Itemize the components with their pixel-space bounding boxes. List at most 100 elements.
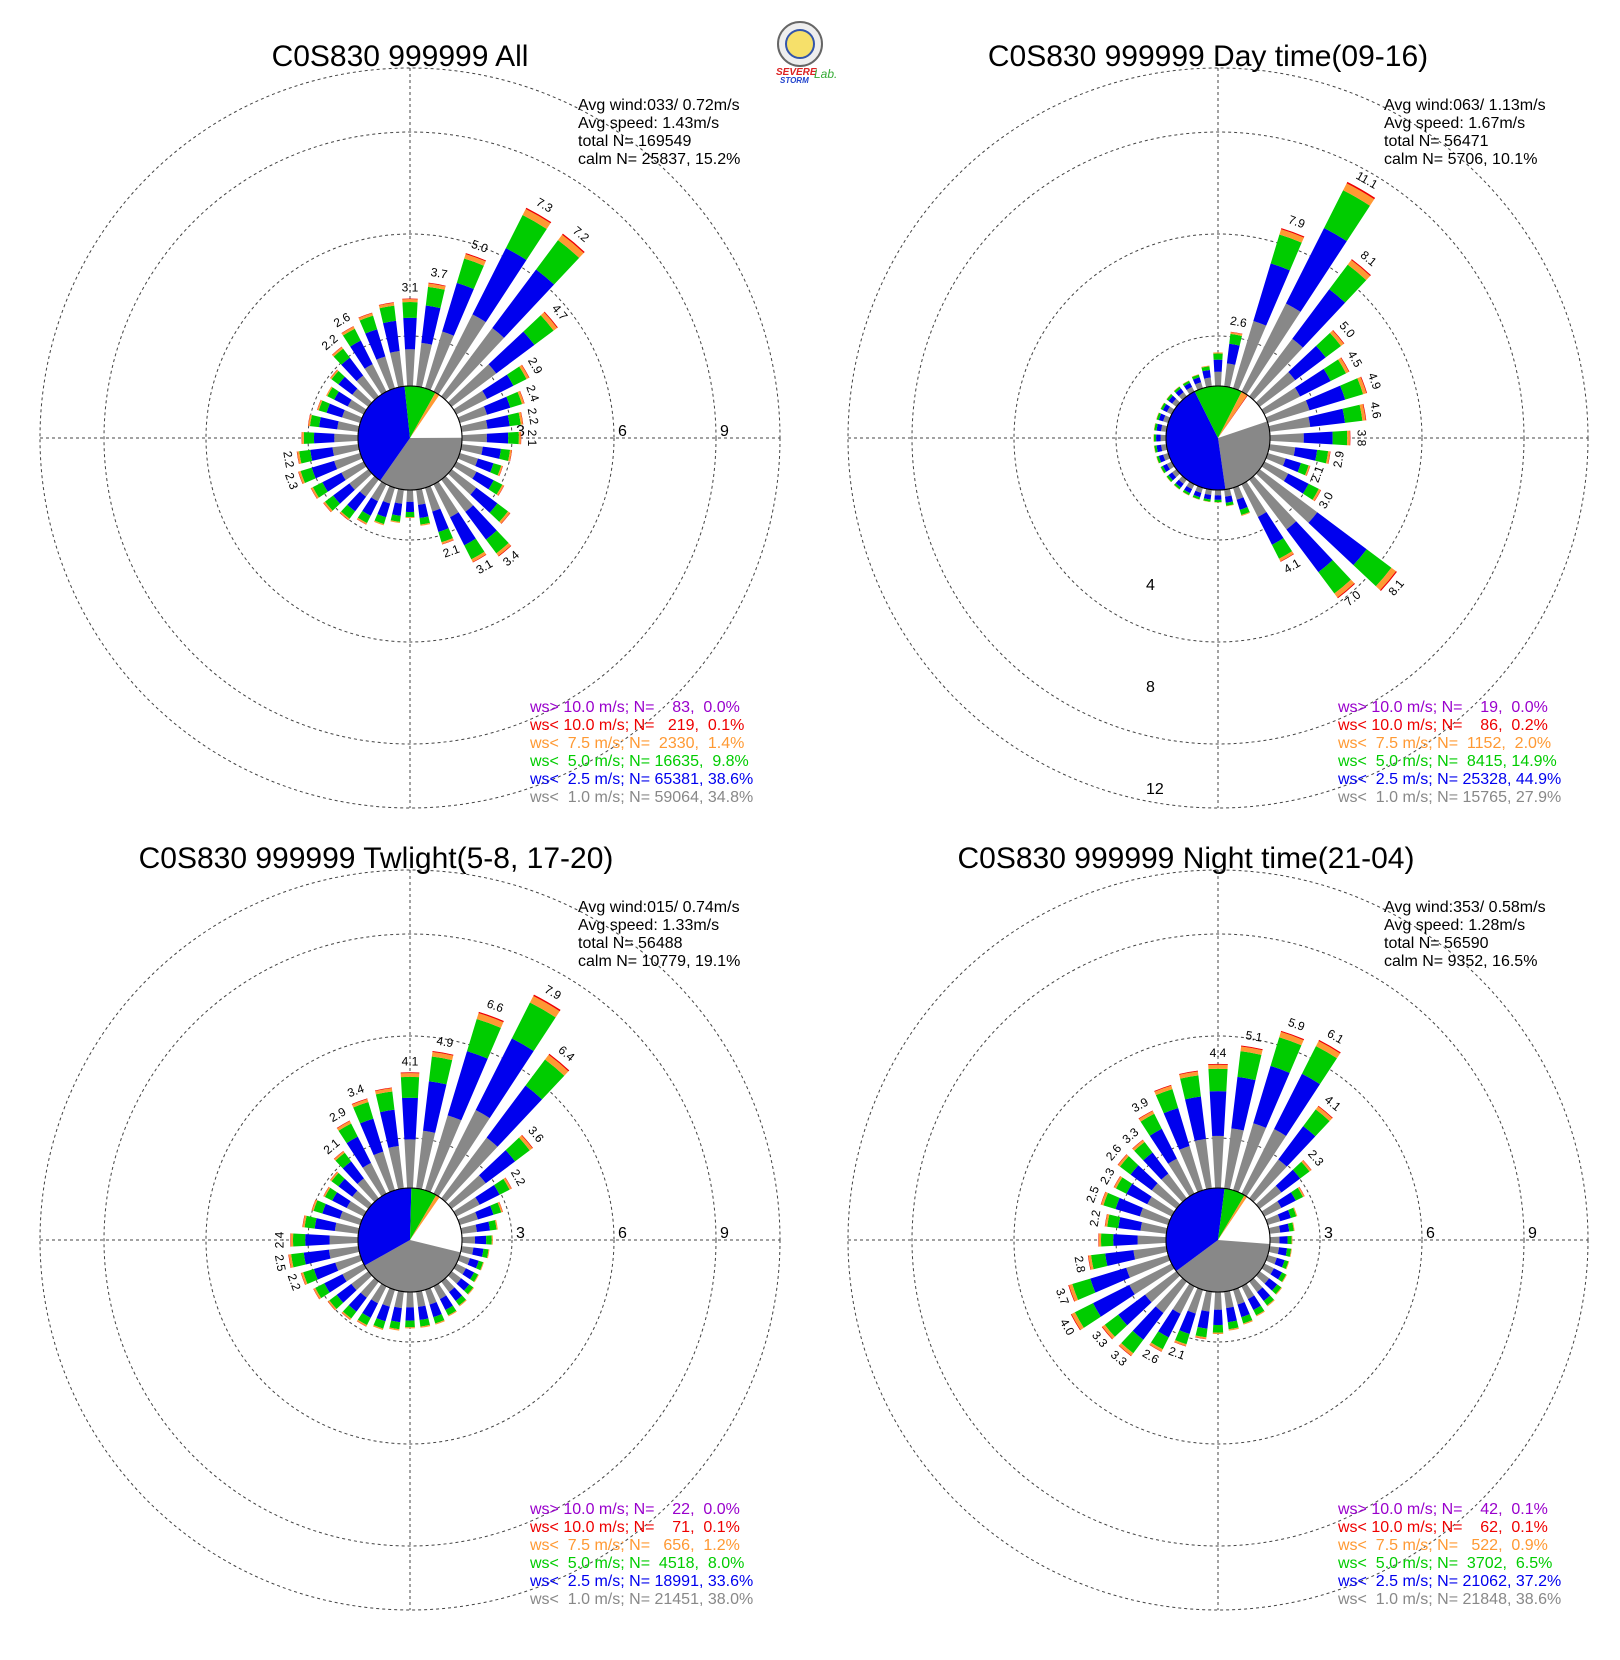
bar-segment-2 (322, 472, 346, 492)
bar-segment-1 (461, 1236, 476, 1244)
bar-segment-2 (486, 415, 510, 429)
direction-bar-50 (1255, 329, 1345, 407)
bar-segment-2 (314, 1218, 337, 1232)
bar-segment-3 (1166, 475, 1173, 482)
bar-segment-2 (1213, 1309, 1223, 1326)
bar-segment-1 (388, 1145, 404, 1190)
ring-label: 6 (618, 1225, 627, 1242)
bar-segment-5 (402, 298, 418, 300)
direction-bar-160 (1233, 485, 1251, 516)
range-ring-3 (103, 933, 717, 1547)
bar-segment-1 (1224, 1290, 1234, 1309)
calm-pie-slice-5 (1218, 391, 1248, 438)
bar-segment-2 (1143, 1152, 1169, 1180)
bar-segment-1 (1233, 485, 1244, 500)
bar-segment-1 (1261, 461, 1289, 482)
bar-segment-5 (378, 302, 394, 306)
bar-segment-2 (377, 501, 391, 518)
bar-segment-4 (1347, 260, 1371, 281)
bar-segment-1 (1139, 1207, 1171, 1225)
bar-segment-4 (1256, 1310, 1265, 1317)
bar-segment-2 (486, 432, 509, 444)
direction-bar-220 (1118, 1277, 1187, 1357)
bar-segment-4 (1230, 332, 1243, 336)
bar-segment-1 (1161, 444, 1168, 452)
legend-entry: ws< 2.5 m/s; N= 21062, 37.2% (1337, 1573, 1561, 1590)
direction-bar-320 (1132, 1139, 1187, 1203)
direction-bar-20 (1233, 1030, 1305, 1193)
bar-segment-3 (1353, 549, 1392, 587)
bar-segment-3 (379, 305, 397, 324)
bar-value-label: 4.7 (549, 301, 571, 323)
bar-segment-3 (331, 1172, 345, 1187)
bar-segment-1 (332, 444, 360, 456)
bar-segment-2 (326, 403, 345, 418)
bar-segment-4 (517, 391, 525, 405)
bar-segment-4 (476, 1013, 504, 1028)
bar-segment-1 (1214, 489, 1222, 496)
bar-segment-2 (1090, 1267, 1130, 1293)
bar-segment-2 (1193, 490, 1202, 498)
direction-bar-180 (405, 1291, 415, 1329)
calm-pie-slice-1 (1218, 395, 1268, 438)
bar-segment-4 (378, 302, 395, 309)
bar-segment-3 (1303, 1109, 1330, 1137)
direction-bar-140 (441, 1277, 467, 1307)
bar-segment-5 (525, 207, 552, 224)
direction-bar-270 (1098, 1233, 1167, 1247)
bar-segment-1 (1255, 469, 1318, 523)
bar-segment-2 (472, 248, 527, 323)
direction-bar-180 (1214, 489, 1222, 503)
bar-segment-5 (1314, 489, 1322, 502)
direction-bar-220 (341, 1277, 379, 1321)
bar-segment-2 (383, 320, 400, 353)
direction-bar-150 (433, 1283, 457, 1317)
legend-entry: ws< 10.0 m/s; N= 219, 0.1% (529, 717, 744, 734)
bar-segment-4 (1375, 567, 1396, 591)
bar-segment-3 (456, 258, 484, 290)
bar-segment-5 (499, 465, 504, 477)
bar-segment-3 (1100, 1233, 1114, 1247)
bar-segment-1 (334, 453, 363, 470)
calm-pie-slice-4 (1194, 386, 1242, 438)
bar-segment-5 (1380, 571, 1397, 591)
bar-segment-1 (1161, 1173, 1187, 1203)
bar-segment-2 (1283, 473, 1309, 494)
bar-segment-3 (299, 449, 313, 464)
bar-value-label: 2.9 (1330, 450, 1347, 469)
bar-segment-1 (349, 469, 373, 490)
direction-bar-20 (425, 253, 487, 391)
bar-segment-4 (1312, 488, 1321, 502)
bar-segment-1 (337, 421, 360, 432)
bar-segment-5 (1230, 331, 1243, 335)
bar-segment-1 (433, 1110, 490, 1197)
bar-segment-2 (475, 1205, 494, 1220)
direction-bar-230 (1166, 469, 1181, 483)
calm-pie-slice-2 (1176, 1240, 1270, 1293)
bar-segment-4 (1213, 352, 1223, 354)
stat-line: Avg speed: 1.67m/s (1384, 115, 1525, 132)
bar-segment-2 (403, 317, 417, 350)
bar-segment-2 (336, 1283, 357, 1303)
bar-value-label: 7.9 (542, 982, 564, 1003)
direction-bar-140 (441, 475, 512, 557)
direction-bar-330 (1182, 380, 1195, 395)
direction-bar-70 (1265, 1207, 1298, 1225)
direction-bar-250 (1068, 1255, 1171, 1302)
bar-segment-3 (1091, 1253, 1108, 1270)
bar-segment-2 (1277, 1247, 1288, 1256)
bar-segment-4 (431, 1052, 454, 1061)
bar-segment-3 (1154, 445, 1158, 453)
direction-bar-310 (1166, 393, 1181, 407)
bar-segment-1 (453, 1197, 480, 1217)
direction-bar-270 (290, 1233, 359, 1247)
bar-segment-2 (448, 1287, 463, 1302)
calm-pie-slice-1 (410, 395, 462, 438)
bar-segment-1 (1172, 469, 1181, 478)
bar-segment-4 (1279, 229, 1304, 243)
bar-segment-3 (405, 1320, 415, 1328)
calm-pie-slice-6 (1218, 395, 1248, 438)
bar-segment-5 (1349, 430, 1351, 446)
legend-entry: ws< 7.5 m/s; N= 1152, 2.0% (1337, 735, 1551, 752)
bar-segment-2 (1294, 368, 1331, 397)
